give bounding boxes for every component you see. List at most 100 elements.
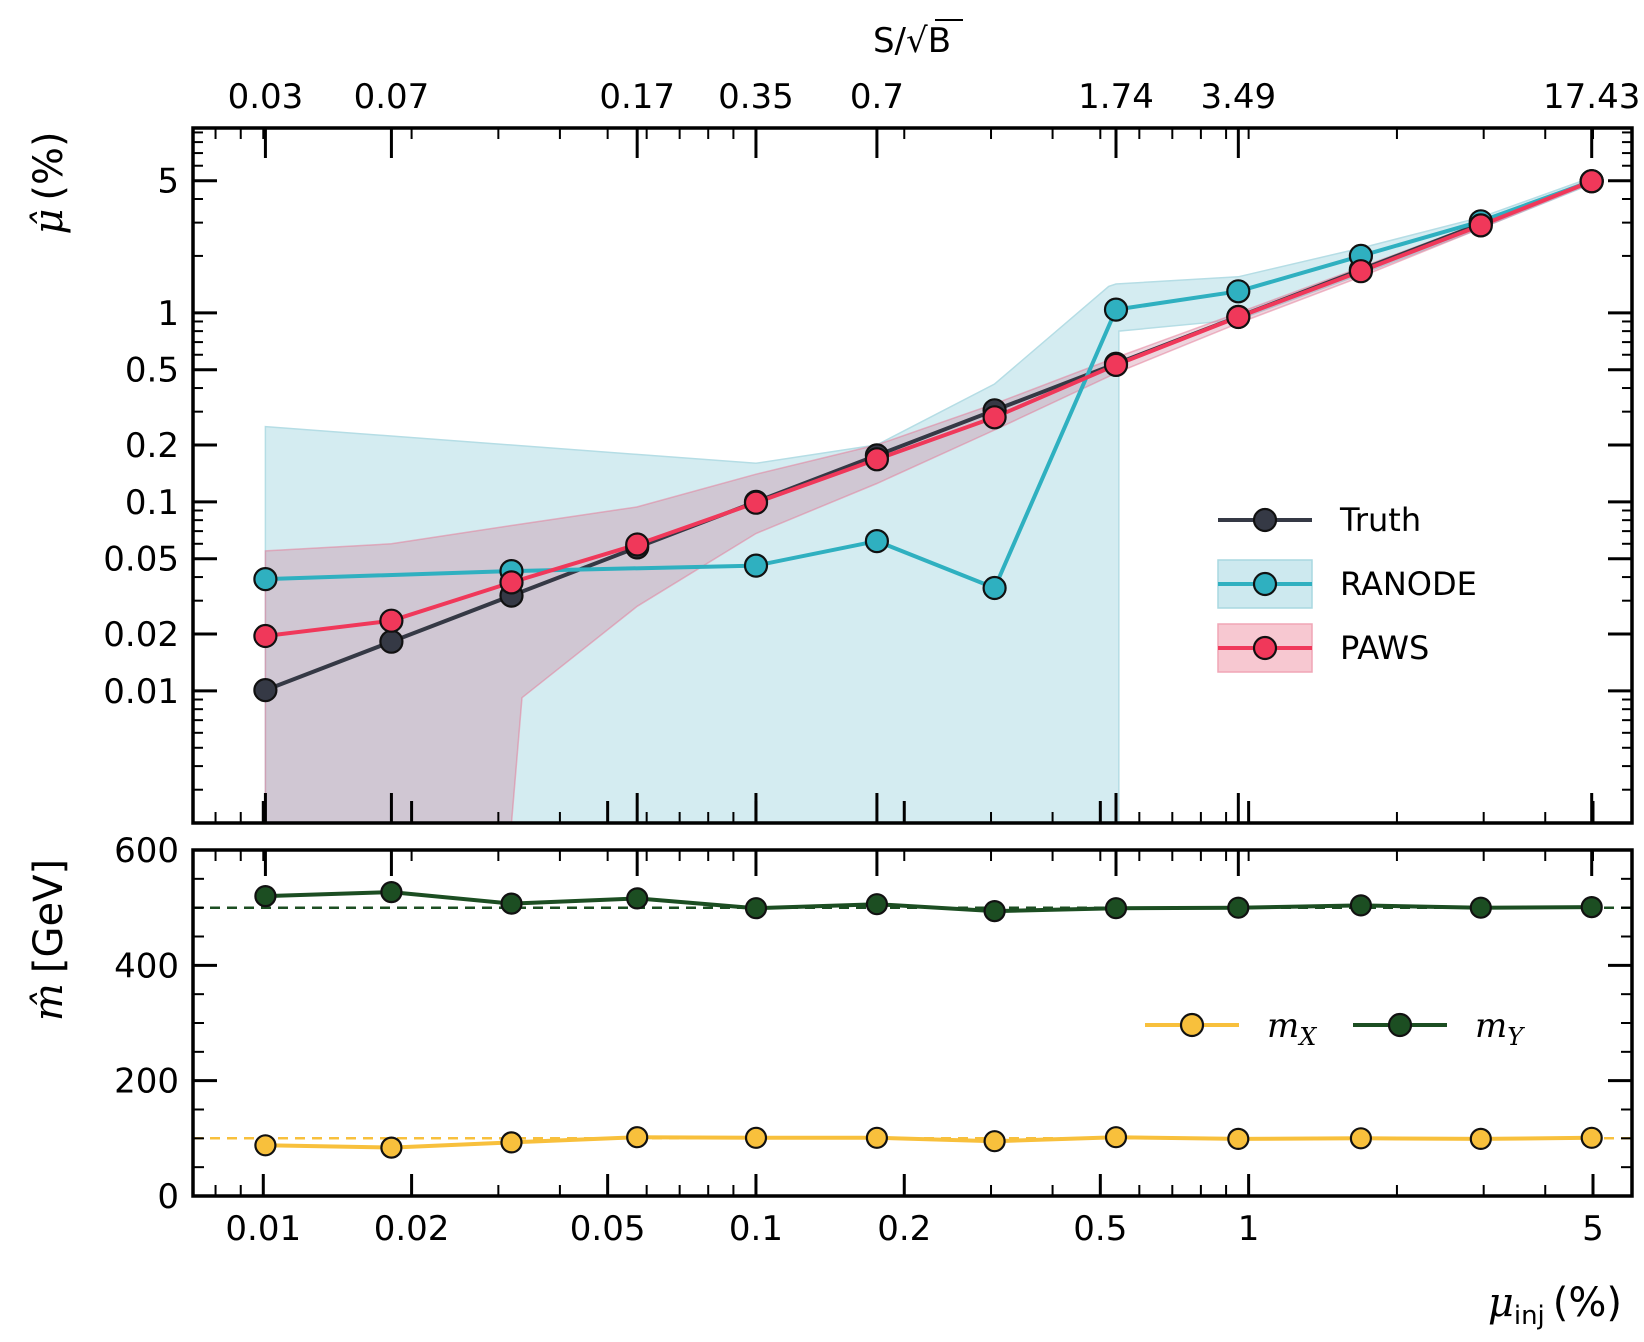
legend-my-main: m xyxy=(1475,1006,1507,1046)
my-point xyxy=(1580,895,1603,919)
top-axis-tick-label: 0.03 xyxy=(228,77,304,117)
x-tick-label: 5 xyxy=(1582,1209,1604,1249)
mx-point xyxy=(500,1131,523,1154)
legend-my-sub: Y xyxy=(1507,1023,1525,1051)
mx-point xyxy=(1104,1126,1128,1149)
paws-point xyxy=(499,570,524,595)
top-y-tick-label: 1 xyxy=(157,294,179,334)
my-point xyxy=(1349,894,1373,917)
my-point xyxy=(380,880,403,904)
bottom-y-tick-label: 200 xyxy=(114,1062,179,1102)
mx-point xyxy=(254,1134,277,1157)
ranode-point xyxy=(743,553,769,578)
paws-point xyxy=(379,608,404,633)
my-point xyxy=(254,884,277,908)
legend-truth-marker xyxy=(1252,507,1278,533)
top-axis-tick-label: 17.43 xyxy=(1543,77,1640,117)
legend-truth-label: Truth xyxy=(1339,501,1421,539)
my-point xyxy=(865,893,889,916)
paws-point xyxy=(253,623,278,649)
legend-my-marker xyxy=(1387,1012,1413,1038)
ranode-point xyxy=(1226,279,1251,304)
my-point xyxy=(626,887,649,910)
axes-layer xyxy=(191,126,1634,1198)
my-point xyxy=(983,899,1006,923)
my-point xyxy=(1104,897,1128,920)
legend-mx-marker xyxy=(1179,1012,1205,1038)
x-tick-label: 0.5 xyxy=(1073,1209,1127,1249)
ranode-point xyxy=(1103,297,1129,322)
bottom-y-axis-unit: [GeV] xyxy=(26,859,72,973)
my-point xyxy=(1469,896,1492,919)
truth-point xyxy=(253,677,278,703)
legend-ranode-marker xyxy=(1252,571,1278,597)
top-axis-title: S/√B xyxy=(873,21,951,61)
mx-point xyxy=(626,1126,649,1149)
paws-point xyxy=(743,490,769,515)
truth-point xyxy=(379,629,404,654)
paws-line xyxy=(265,179,1593,638)
mx-point xyxy=(380,1136,403,1159)
bottom-y-tick-label: 400 xyxy=(114,946,179,986)
top-axis-title-radicand: B xyxy=(928,21,951,61)
legend-paws-marker xyxy=(1252,635,1278,661)
legend-mx-main: m xyxy=(1267,1006,1299,1046)
x-tick-label: 0.1 xyxy=(729,1209,783,1249)
x-axis-symbol: μ xyxy=(1488,1280,1514,1326)
my-point xyxy=(744,897,768,920)
top-y-tick-label: 0.05 xyxy=(103,540,179,580)
mx-point xyxy=(865,1126,889,1149)
top-axis-tick-label: 3.49 xyxy=(1200,77,1276,117)
top-y-axis-symbol: μ̂ xyxy=(26,209,72,235)
my-point xyxy=(1227,896,1250,919)
ranode-point xyxy=(864,528,890,554)
top-y-tick-label: 0.02 xyxy=(103,615,179,655)
legend-paws-label: PAWS xyxy=(1340,629,1429,667)
top-panel-frame xyxy=(191,126,1634,825)
paws-point xyxy=(1348,259,1374,284)
top-y-tick-label: 0.2 xyxy=(125,426,179,466)
top-axis-title-prefix: S/ xyxy=(873,21,907,61)
mx-line xyxy=(265,1135,1592,1150)
x-tick-label: 0.01 xyxy=(225,1209,301,1249)
legend-mx-sub: X xyxy=(1297,1023,1317,1051)
mx-point xyxy=(1349,1127,1373,1150)
x-axis-title: μinj (%) xyxy=(1488,1280,1622,1331)
paws-point xyxy=(982,405,1007,430)
top-y-tick-label: 0.5 xyxy=(125,351,179,391)
ranode-line xyxy=(265,179,1593,590)
top-y-tick-label: 5 xyxy=(157,162,179,202)
legend-my-label: mY xyxy=(1475,1006,1525,1051)
paws-point xyxy=(864,447,890,472)
x-axis-unit: (%) xyxy=(1553,1280,1622,1326)
mx-point xyxy=(983,1130,1006,1153)
top-axis-tick-label: 0.07 xyxy=(354,77,430,117)
bottom-y-axis-title: m̂ [GeV] xyxy=(26,859,72,1021)
paws-point xyxy=(1468,213,1493,238)
top-y-tick-label: 0.01 xyxy=(103,672,179,712)
top-axis-tick-label: 0.17 xyxy=(599,77,675,117)
x-axis-subscript: inj xyxy=(1514,1301,1545,1331)
lines-layer xyxy=(193,179,1632,1150)
bottom-y-tick-label: 600 xyxy=(114,831,179,871)
mx-point xyxy=(744,1126,768,1149)
paws-point xyxy=(625,532,650,557)
labels-layer: 0.01 0.02 0.05 0.1 0.2 0.5 1 5 0 200 400 600 0.01 0.0… xyxy=(26,19,1640,1331)
legend-ranode-label: RANODE xyxy=(1340,565,1477,603)
top-axis-tick-label: 1.74 xyxy=(1078,77,1154,117)
my-point xyxy=(500,892,523,915)
top-axis-title-radical: √ xyxy=(906,21,928,61)
bottom-y-tick-label: 0 xyxy=(157,1177,179,1217)
x-tick-label: 0.2 xyxy=(877,1209,931,1249)
bottom-y-axis-symbol: m̂ xyxy=(26,983,72,1021)
my-line xyxy=(265,890,1592,914)
mx-point xyxy=(1227,1127,1250,1151)
top-y-axis-unit: (%) xyxy=(26,131,72,200)
mx-point xyxy=(1469,1127,1492,1151)
ranode-point xyxy=(253,566,278,592)
x-tick-label: 0.05 xyxy=(570,1209,646,1249)
ranode-point xyxy=(982,575,1007,601)
legend-mx-label: mX xyxy=(1267,1006,1317,1051)
